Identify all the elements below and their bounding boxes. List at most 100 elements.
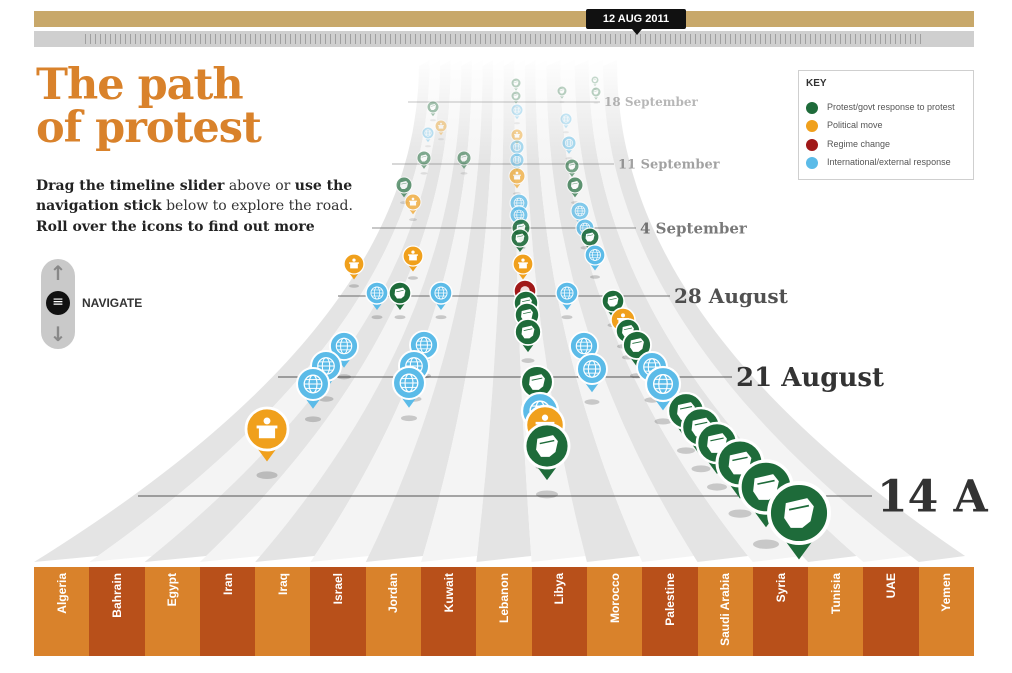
podium-event-marker[interactable] — [512, 253, 534, 288]
marker-shadow — [691, 465, 711, 473]
fist-event-marker[interactable] — [590, 86, 602, 104]
country-column-saudi-arabia[interactable]: Saudi Arabia — [697, 567, 753, 656]
country-column-morocco[interactable]: Morocco — [586, 567, 643, 656]
globe-event-marker[interactable] — [555, 281, 579, 320]
country-column-kuwait[interactable]: Kuwait — [421, 567, 477, 656]
road-lane — [365, 60, 494, 562]
country-column-jordan[interactable]: Jordan — [365, 567, 422, 656]
fist-event-marker[interactable] — [510, 228, 530, 260]
road-lane — [310, 60, 483, 562]
marker-shadow — [677, 447, 695, 454]
fist-event-marker[interactable] — [556, 85, 568, 103]
marker-shadow — [654, 418, 672, 425]
country-column-israel[interactable]: Israel — [310, 567, 366, 656]
country-column-yemen[interactable]: Yemen — [918, 567, 975, 656]
date-label: 11 September — [618, 158, 720, 173]
fist-icon — [571, 181, 579, 189]
globe-icon — [370, 286, 384, 300]
globe-event-marker[interactable] — [559, 112, 573, 134]
country-column-syria[interactable]: Syria — [752, 567, 809, 656]
podium-event-marker[interactable] — [434, 119, 448, 141]
globe-event-marker[interactable] — [644, 365, 682, 425]
menu-icon[interactable]: ≡ — [46, 291, 70, 315]
title-line-2: of protest — [36, 103, 262, 153]
fist-event-marker[interactable] — [426, 100, 440, 122]
country-label: Libya — [552, 573, 567, 605]
country-column-iran[interactable]: Iran — [199, 567, 256, 656]
country-column-egypt[interactable]: Egypt — [144, 567, 200, 656]
globe-icon — [512, 142, 522, 152]
globe-icon — [434, 286, 448, 300]
marker-shadow — [430, 119, 436, 122]
fist-event-marker[interactable] — [395, 176, 413, 205]
podium-event-marker[interactable] — [508, 167, 526, 196]
fist-event-marker[interactable] — [514, 318, 542, 363]
globe-event-marker[interactable] — [391, 365, 427, 422]
fist-event-marker[interactable] — [601, 289, 625, 328]
globe-event-marker[interactable] — [510, 103, 524, 125]
fist-event-marker[interactable] — [523, 422, 571, 499]
road-lane — [476, 60, 532, 562]
globe-event-marker[interactable] — [421, 126, 435, 148]
arrow-up-icon[interactable]: ↑ — [49, 261, 67, 285]
international-dot-icon — [806, 156, 818, 169]
fist-icon — [559, 88, 565, 94]
podium-icon — [513, 171, 521, 180]
arrow-down-icon[interactable]: ↓ — [49, 322, 67, 346]
country-column-bahrain[interactable]: Bahrain — [89, 567, 145, 656]
podium-event-marker[interactable] — [402, 245, 424, 280]
country-column-iraq[interactable]: Iraq — [255, 567, 311, 656]
podium-event-marker[interactable] — [404, 193, 422, 222]
globe-event-marker[interactable] — [329, 331, 359, 380]
globe-event-marker[interactable] — [295, 366, 331, 423]
fist-icon — [630, 338, 644, 352]
globe-event-marker[interactable] — [576, 353, 608, 405]
fist-icon — [513, 80, 519, 86]
podium-event-marker[interactable] — [343, 253, 365, 288]
globe-event-marker[interactable] — [365, 281, 389, 320]
fist-event-marker[interactable] — [510, 90, 522, 108]
intro-part-2: above or — [224, 178, 295, 194]
fist-event-marker[interactable] — [566, 176, 584, 205]
marker-shadow — [728, 509, 752, 518]
country-column-palestine[interactable]: Palestine — [642, 567, 698, 656]
regime-dot-icon — [806, 138, 818, 151]
intro-part-3: use the navigation stick — [36, 178, 353, 215]
marker-circle — [426, 100, 440, 114]
fist-event-marker[interactable] — [767, 481, 831, 585]
country-label: Kuwait — [441, 573, 456, 613]
podium-event-marker[interactable] — [244, 406, 290, 479]
key-item-protest: Protest/govt response to protest — [806, 101, 955, 114]
fist-event-marker[interactable] — [590, 75, 600, 90]
marker-shadow — [561, 315, 573, 320]
country-column-algeria[interactable]: Algeria — [34, 567, 90, 656]
country-column-uae[interactable]: UAE — [863, 567, 919, 656]
fist-event-marker[interactable] — [456, 150, 472, 175]
fist-icon — [515, 233, 525, 243]
fist-event-marker[interactable] — [416, 150, 432, 175]
globe-event-marker[interactable] — [429, 281, 453, 320]
intro-text: Drag the timeline slider above or use th… — [36, 176, 356, 237]
fist-event-marker[interactable] — [388, 281, 412, 320]
marker-pointer — [424, 137, 432, 143]
marker-circle — [590, 86, 602, 98]
marker-shadow — [536, 490, 558, 499]
marker-shadow — [435, 315, 447, 320]
country-label: UAE — [884, 573, 899, 599]
fist-event-marker[interactable] — [510, 77, 522, 95]
marker-shadow — [408, 276, 418, 280]
globe-icon — [583, 360, 601, 378]
timeline-slider-thumb[interactable]: 12 AUG 2011 — [586, 9, 686, 35]
globe-icon — [564, 138, 574, 148]
navigate-label: NAVIGATE — [82, 296, 143, 310]
marker-shadow — [584, 399, 600, 405]
country-column-tunisia[interactable]: Tunisia — [808, 567, 864, 656]
marker-circle — [434, 119, 448, 133]
country-column-libya[interactable]: Libya — [531, 567, 587, 656]
fist-icon — [753, 474, 779, 500]
globe-event-marker[interactable] — [584, 244, 606, 279]
marker-shadow — [460, 172, 468, 175]
marker-circle — [556, 85, 568, 97]
country-column-lebanon[interactable]: Lebanon — [476, 567, 532, 656]
intro-part-4: below to explore the road. — [161, 198, 353, 215]
